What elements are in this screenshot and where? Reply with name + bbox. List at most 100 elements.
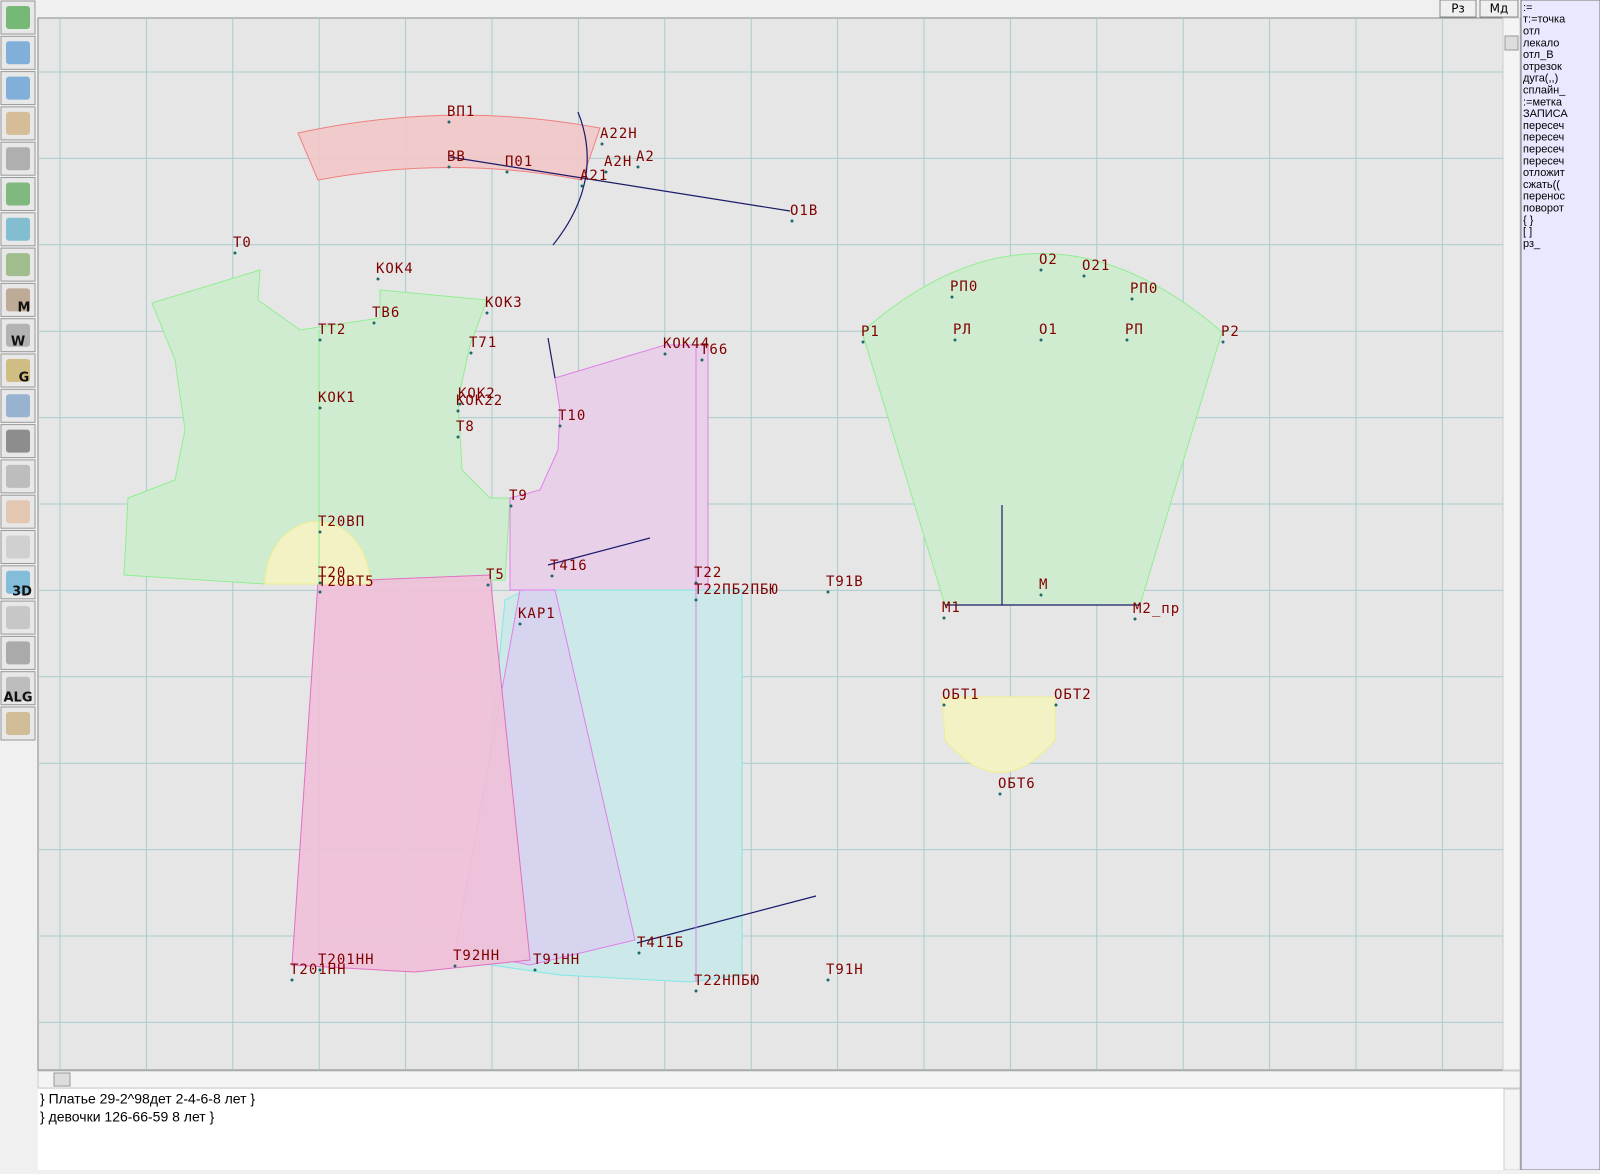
point-marker [861,340,865,344]
tool-icon[interactable] [6,41,30,65]
tool-icon[interactable] [6,253,30,277]
tool-icon[interactable] [6,182,30,206]
point-marker [469,351,473,355]
point-label: М [1039,577,1048,593]
tool-icon[interactable] [6,359,30,382]
point-marker [485,311,489,315]
point-label: ТТ2 [318,322,346,338]
sleeve-piece [861,253,1223,606]
tool-icon[interactable] [6,394,30,418]
tool-icon[interactable] [6,606,30,630]
command-item: пересеч [1523,144,1564,156]
point-label: П01 [505,154,533,170]
point-marker [953,338,957,342]
command-item: поворот [1523,203,1564,215]
command-item: отл_В [1523,49,1554,61]
toolbar: M W G 3D ALG [0,0,36,741]
point-marker [486,583,490,587]
point-label: Т91Н [826,962,864,978]
point-marker [456,435,460,439]
tool-icon[interactable] [6,323,30,347]
tool-icon[interactable] [6,429,30,453]
tool-icon[interactable] [6,535,30,559]
point-label: Т10 [558,408,586,424]
construction-line [547,337,556,379]
point-label: РП0 [950,279,978,295]
point-marker [558,424,562,428]
tool-icon[interactable] [6,288,30,312]
point-marker [1221,340,1225,344]
tool-label[interactable]: G [19,371,30,386]
point-marker [580,184,584,188]
point-label: Т9 [509,488,528,504]
point-label: Т22НПБЮ [694,973,760,989]
tool-icon[interactable] [6,676,30,700]
button-label[interactable]: Рз [1451,2,1465,16]
point-marker [1130,297,1134,301]
console-scrollbar[interactable] [1503,1088,1521,1171]
point-label: ВП1 [447,104,475,120]
point-label: Т91В [826,574,864,590]
tool-icon[interactable] [6,464,30,488]
point-marker [447,165,451,169]
point-marker [636,165,640,169]
tool-label[interactable]: 3D [12,585,32,600]
command-item: отрезок [1523,61,1562,73]
button-label[interactable]: Мд [1490,2,1509,16]
point-label: КОК3 [485,295,523,311]
vertical-scrollbar[interactable] [1502,17,1521,1071]
point-marker [1082,274,1086,278]
tool-icon[interactable] [6,712,30,735]
point-label: ВВ [447,149,466,165]
command-list: :=т:=точкаотллекалоотл_Вотрезокдуга(,,)с… [1523,2,1568,250]
console-line: } Платье 29-2^98дет 2-4-6-8 лет } [40,1091,255,1107]
tool-icon[interactable] [6,6,30,29]
tool-label[interactable]: M [18,301,31,316]
point-label: Т5 [486,567,505,583]
point-marker [694,989,698,993]
command-item: ЗАПИСА [1523,108,1568,120]
tool-icon[interactable] [6,500,30,524]
button[interactable] [1479,0,1519,18]
point-label: Р2 [1221,324,1240,340]
point-marker [318,590,322,594]
tool-icon[interactable] [6,641,30,665]
command-item: отложит [1523,167,1565,179]
point-marker [1133,617,1137,621]
yoke-piece [297,114,601,181]
tool-icon[interactable] [6,570,30,594]
tool-icon[interactable] [6,217,30,241]
bodice-piece [123,269,511,585]
point-marker [694,581,698,585]
point-marker [604,170,608,174]
point-marker [318,406,322,410]
horizontal-scrollbar[interactable] [37,1070,1521,1089]
point-label: Т22 [694,565,722,581]
point-label: РЛ [953,322,972,338]
tool-label[interactable]: ALG [3,691,32,706]
tool-label[interactable]: W [11,335,25,350]
point-marker [447,120,451,124]
tool-icon[interactable] [6,147,30,171]
construction-line [449,156,791,212]
command-item: { } [1523,214,1534,226]
tool-icon[interactable] [6,76,30,100]
construction-line [547,537,651,566]
tool-icon[interactable] [6,111,30,135]
point-label: Т201НН [290,962,347,978]
point-marker [453,964,457,968]
command-item: т:=точка [1523,14,1566,26]
point-label: О2 [1039,252,1058,268]
point-label: Т92НН [453,948,500,964]
point-marker [1125,338,1129,342]
button[interactable] [1439,0,1477,18]
point-label: А2Н [604,154,632,170]
scroll-thumb[interactable] [1504,35,1519,51]
scroll-thumb[interactable] [53,1072,71,1087]
point-label: ТВ6 [372,305,400,321]
point-label: А22Н [600,126,638,142]
point-label: Т0 [233,235,252,251]
point-label: Т411Б [637,935,684,951]
point-marker [1039,268,1043,272]
